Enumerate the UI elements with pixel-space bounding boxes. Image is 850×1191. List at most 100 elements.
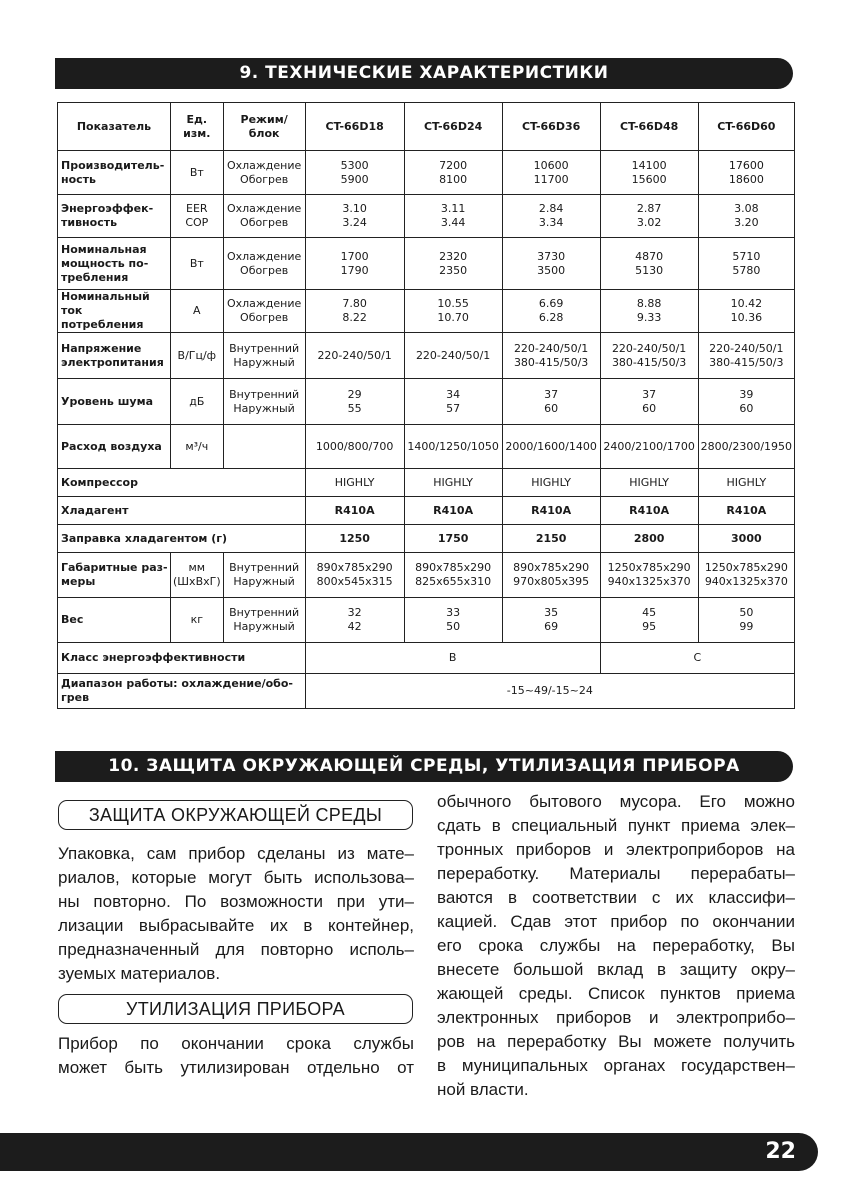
text-line: обычного бытового мусора. Его можно <box>437 792 795 811</box>
value-cell: 37 60 <box>501 378 601 425</box>
value-cell: 3.08 3.20 <box>697 194 796 238</box>
value-cell: 1250 <box>304 524 405 553</box>
table-row: Компрессор HIGHLY HIGHLY HIGHLY HIGHLY HIGHLY <box>57 468 796 497</box>
value-cell: 2800 <box>599 524 699 553</box>
value-cell: 1750 <box>403 524 503 553</box>
row-label: Уровень шума <box>57 378 171 425</box>
value-cell: HIGHLY <box>501 468 601 497</box>
text-line: ров на переработку Вы можете получить <box>437 1032 795 1051</box>
table-row: Хладагент R410A R410A R410A R410A R410A <box>57 496 796 525</box>
unit-cell: EER COP <box>170 194 224 238</box>
value-cell: R410A <box>403 496 503 525</box>
value-cell: 2000/1600/1400 <box>501 424 601 469</box>
value-cell: 33 50 <box>403 597 503 643</box>
unit-cell: кг <box>170 597 224 643</box>
value-cell: R410A <box>599 496 699 525</box>
unit-cell: Вт <box>170 237 224 290</box>
env-heading: ЗАЩИТА ОКРУЖАЮЩЕЙ СРЕДЫ <box>58 800 413 830</box>
value-cell: R410A <box>304 496 405 525</box>
value-cell: 3730 3500 <box>501 237 601 290</box>
value-cell: C <box>599 642 796 674</box>
text-line: переработку. Материалы перерабаты– <box>437 864 795 883</box>
page-number: 22 <box>0 1133 818 1171</box>
text-line: сдать в специальный пункт приема элек– <box>437 816 795 835</box>
row-label: Расход воздуха <box>57 424 171 469</box>
value-cell: 3000 <box>697 524 796 553</box>
value-cell: B <box>304 642 601 674</box>
value-cell: 3.10 3.24 <box>304 194 405 238</box>
value-cell: 10.55 10.70 <box>403 289 503 333</box>
value-cell: 2800/2300/1950 <box>697 424 796 469</box>
section-9-header: 9. ТЕХНИЧЕСКИЕ ХАРАКТЕРИСТИКИ <box>55 58 793 89</box>
mode-cell <box>222 424 306 469</box>
value-cell: 5300 5900 <box>304 150 405 195</box>
header-cell: CT-66D36 <box>501 102 601 151</box>
table-row: Номинальный ток потребления А Охлаждение Об… <box>57 289 796 333</box>
value-cell: 220-240/50/1 380-415/50/3 <box>501 332 601 379</box>
value-cell: R410A <box>697 496 796 525</box>
value-cell: 1400/1250/1050 <box>403 424 503 469</box>
mode-cell: Охлаждение Обогрев <box>222 194 306 238</box>
text-line: лизации выбрасывайте их в контейнер, <box>58 916 414 935</box>
value-cell: 39 60 <box>697 378 796 425</box>
value-cell: 14100 15600 <box>599 150 699 195</box>
row-label: Номинальная мощность по-требления <box>57 237 171 290</box>
row-label: Габаритные раз-меры <box>57 552 171 598</box>
value-cell: R410A <box>501 496 601 525</box>
text-line: в муниципальных органах государствен– <box>437 1056 795 1075</box>
table-row: Энергоэффек-тивность EER COP Охлаждение Обог… <box>57 194 796 238</box>
unit-cell: А <box>170 289 224 333</box>
mode-cell: Внутренний Наружный <box>222 552 306 598</box>
value-cell: 890x785x290 970x805x395 <box>501 552 601 598</box>
text-line: тронных приборов и электроприборов на <box>437 840 795 859</box>
value-cell: 34 57 <box>403 378 503 425</box>
header-cell: Показатель <box>57 102 171 151</box>
table-row: Вес кг Внутренний Наружный 32 42 33 50 35 69 45 95 5… <box>57 597 796 643</box>
row-label: Энергоэффек-тивность <box>57 194 171 238</box>
row-label: Вес <box>57 597 171 643</box>
text-line: внесете большой вклад в защиту окру– <box>437 960 795 979</box>
text-line: ваются в соответствии с их классифи– <box>437 888 795 907</box>
unit-cell: В/Гц/ф <box>170 332 224 379</box>
header-cell: CT-66D18 <box>304 102 405 151</box>
header-cell: Ед. изм. <box>170 102 224 151</box>
unit-cell: Вт <box>170 150 224 195</box>
text-line: электронных приборов и электроприбо– <box>437 1008 795 1027</box>
table-row: Производитель-ность Вт Охлаждение Обогрев 53… <box>57 150 796 195</box>
value-cell: HIGHLY <box>304 468 405 497</box>
value-cell: 2.84 3.34 <box>501 194 601 238</box>
value-cell: 35 69 <box>501 597 601 643</box>
text-line: ны повторно. По возможности при ути– <box>58 892 414 911</box>
value-cell: 890x785x290 800x545x315 <box>304 552 405 598</box>
value-cell: 32 42 <box>304 597 405 643</box>
value-cell: 7.80 8.22 <box>304 289 405 333</box>
section-10-header: 10. ЗАЩИТА ОКРУЖАЮЩЕЙ СРЕДЫ, УТИЛИЗАЦИЯ … <box>55 751 793 782</box>
text-line: его срока службы на переработку, Вы <box>437 936 795 955</box>
value-cell: 29 55 <box>304 378 405 425</box>
table-row: Габаритные раз-меры мм (ШхВхГ) Внутренний На… <box>57 552 796 598</box>
value-cell: 2150 <box>501 524 601 553</box>
text-line: Упаковка, сам прибор сделаны из мате– <box>58 844 414 863</box>
unit-cell: м³/ч <box>170 424 224 469</box>
mode-cell: Охлаждение Обогрев <box>222 237 306 290</box>
row-label: Диапазон работы: охлаждение/обо-грев <box>57 673 306 709</box>
mode-cell: Внутренний Наружный <box>222 597 306 643</box>
specs-table: Показатель Ед. изм. Режим/ блок CT-66D18 CT-… <box>57 102 796 709</box>
header-cell: CT-66D60 <box>697 102 796 151</box>
row-label: Напряжение электропитания <box>57 332 171 379</box>
text-line: жающей среды. Список пунктов приема <box>437 984 795 1003</box>
row-label: Номинальный ток потребления <box>57 289 171 333</box>
value-cell: 1700 1790 <box>304 237 405 290</box>
value-cell: 5710 5780 <box>697 237 796 290</box>
value-cell: 2320 2350 <box>403 237 503 290</box>
value-cell: 2400/2100/1700 <box>599 424 699 469</box>
value-cell: 890x785x290 825x655x310 <box>403 552 503 598</box>
text-line: кацией. Сдав этот прибор по окончании <box>437 912 795 931</box>
row-label: Класс энергоэффективности <box>57 642 306 674</box>
disposal-heading: УТИЛИЗАЦИЯ ПРИБОРА <box>58 994 413 1024</box>
value-cell: 6.69 6.28 <box>501 289 601 333</box>
table-row: Напряжение электропитания В/Гц/ф Внутренни… <box>57 332 796 379</box>
text-line: зуемых материалов. <box>58 964 221 983</box>
value-cell: HIGHLY <box>599 468 699 497</box>
disposal-paragraph-continued: обычного бытового мусора. Его можно сдать… <box>437 790 795 1102</box>
